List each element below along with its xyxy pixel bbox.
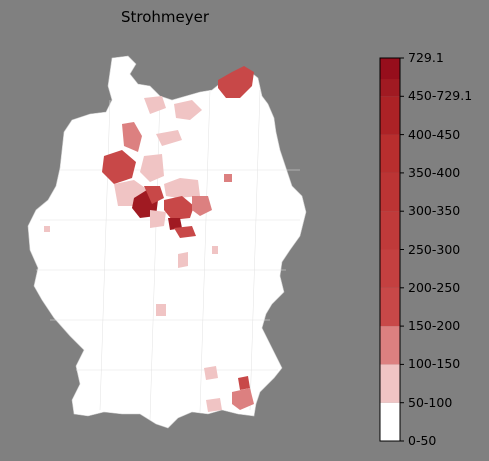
colorbar-tick-label: 450-729.1 xyxy=(408,88,473,104)
region-mid-2 xyxy=(212,246,218,254)
region-southeast-2 xyxy=(238,376,250,390)
region-center-8 xyxy=(174,226,196,238)
district-borders xyxy=(36,89,300,421)
colorbar-segment xyxy=(380,326,400,365)
region-north-2 xyxy=(174,100,202,120)
region-center-6 xyxy=(192,196,212,216)
choropleth-map xyxy=(27,55,307,429)
colorbar-segment xyxy=(380,402,400,441)
colorbar-tick-label: 729.1 xyxy=(408,50,444,65)
colorbar-segment xyxy=(380,364,400,403)
region-center-5 xyxy=(164,196,194,220)
colorbar-tick-label: 150-200 xyxy=(408,318,461,334)
region-center-3 xyxy=(144,186,164,204)
colorbar-tick-label: 0-50 xyxy=(408,433,437,448)
colorbar-segment xyxy=(380,249,400,288)
region-north-3 xyxy=(156,130,182,146)
region-west-1 xyxy=(102,150,136,184)
colorbar-tick-label: 350-400 xyxy=(408,164,461,180)
region-east-small xyxy=(224,174,232,182)
colorbar-segment xyxy=(380,287,400,327)
region-center-1 xyxy=(140,154,164,182)
colorbar-segment-max xyxy=(380,58,400,80)
colorbar-tick-label: 50-100 xyxy=(408,394,453,410)
colorbar-tick-label: 200-250 xyxy=(408,279,461,295)
colorbar-tick-label: 300-350 xyxy=(408,203,461,219)
region-shapes xyxy=(44,66,254,412)
colorbar-segment xyxy=(380,172,400,212)
region-north-1 xyxy=(144,96,166,114)
region-center-4 xyxy=(164,178,200,198)
region-nw-1 xyxy=(122,122,142,152)
colorbar-segment xyxy=(380,96,400,135)
region-southeast-1 xyxy=(204,366,218,380)
colorbar-segment xyxy=(380,134,400,173)
colorbar-tick-label: 100-150 xyxy=(408,356,461,372)
region-southeast-3 xyxy=(232,388,254,410)
map-title: Strohmeyer xyxy=(120,8,210,26)
region-center-9 xyxy=(150,210,166,228)
colorbar-segment xyxy=(380,211,400,250)
colorbar-tick-label: 250-300 xyxy=(408,241,461,257)
region-mid-1 xyxy=(178,252,188,268)
region-northeast-coast xyxy=(218,66,254,98)
region-west-small xyxy=(44,226,50,232)
region-southeast-4 xyxy=(206,398,222,412)
colorbar-tick-label: 400-450 xyxy=(408,126,461,142)
region-center-7 xyxy=(168,218,182,230)
region-south-1 xyxy=(156,304,166,316)
